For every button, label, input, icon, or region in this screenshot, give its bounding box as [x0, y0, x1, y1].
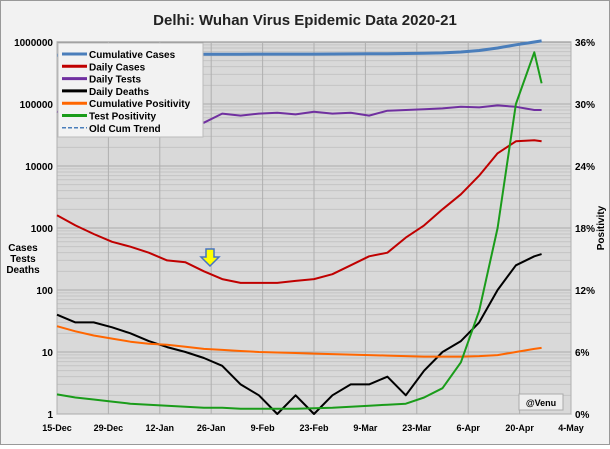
- y-left-tick-label: 1000: [31, 224, 54, 235]
- y-left-tick-label: 10000: [25, 162, 53, 173]
- x-tick-label: 6-Apr: [456, 423, 480, 433]
- grid: [56, 42, 572, 415]
- y-right-tick-label: 24%: [575, 162, 595, 173]
- y-left-tick-label: 100000: [20, 100, 54, 111]
- x-tick-label: 12-Jan: [146, 423, 175, 433]
- legend-entry: Daily Deaths: [89, 87, 149, 98]
- y-left-label-line: Cases: [8, 243, 38, 254]
- y-axis-right-label: Positivity: [596, 205, 607, 250]
- y-left-label-line: Deaths: [6, 265, 40, 276]
- legend-entry: Daily Cases: [89, 62, 146, 73]
- x-tick-label: 9-Mar: [353, 423, 378, 433]
- x-tick-label: 29-Dec: [94, 423, 124, 433]
- legend-entry: Cumulative Positivity: [89, 99, 191, 110]
- legend-entry: Test Positivity: [89, 112, 156, 123]
- x-tick-label: 15-Dec: [42, 423, 72, 433]
- legend-entry: Old Cum Trend: [89, 124, 161, 135]
- series-line-cumulative-positivity: [56, 325, 542, 358]
- x-tick-label: 26-Jan: [197, 423, 226, 433]
- y-right-tick-label: 30%: [575, 100, 595, 111]
- legend-entry: Daily Tests: [89, 75, 141, 86]
- y-left-tick-label: 1: [47, 410, 53, 421]
- series-line-daily-deaths: [56, 253, 542, 415]
- watermark: @Venu: [518, 393, 564, 411]
- annotation-arrow-icon: [199, 248, 221, 268]
- x-tick-label: 20-Apr: [505, 423, 534, 433]
- y-right-tick-label: 12%: [575, 286, 595, 297]
- y-right-tick-label: 36%: [575, 38, 595, 49]
- x-tick-label: 23-Mar: [402, 423, 432, 433]
- x-tick-label: 23-Feb: [299, 423, 329, 433]
- chart-title: Delhi: Wuhan Virus Epidemic Data 2020-21: [153, 12, 457, 29]
- y-right-tick-label: 0%: [575, 410, 590, 421]
- axes: 15-Dec 29-Dec 12-Jan 26-Jan 9-Feb 23-Feb 9-Mar…: [14, 38, 595, 433]
- y-right-tick-label: 18%: [575, 224, 595, 235]
- x-tick-label: 4-May: [558, 423, 584, 433]
- y-left-label-line: Tests: [10, 254, 36, 265]
- series-line-daily-cases: [56, 139, 542, 284]
- legend-entry: Cumulative Cases: [89, 50, 176, 61]
- y-left-tick-label: 1000000: [14, 38, 53, 49]
- y-right-tick-label: 6%: [575, 348, 590, 359]
- y-left-tick-label: 10: [42, 348, 54, 359]
- series-line-test-positivity: [56, 51, 543, 410]
- y-left-tick-label: 100: [36, 286, 53, 297]
- x-tick-label: 9-Feb: [251, 423, 276, 433]
- svg-text:@Venu: @Venu: [526, 398, 556, 408]
